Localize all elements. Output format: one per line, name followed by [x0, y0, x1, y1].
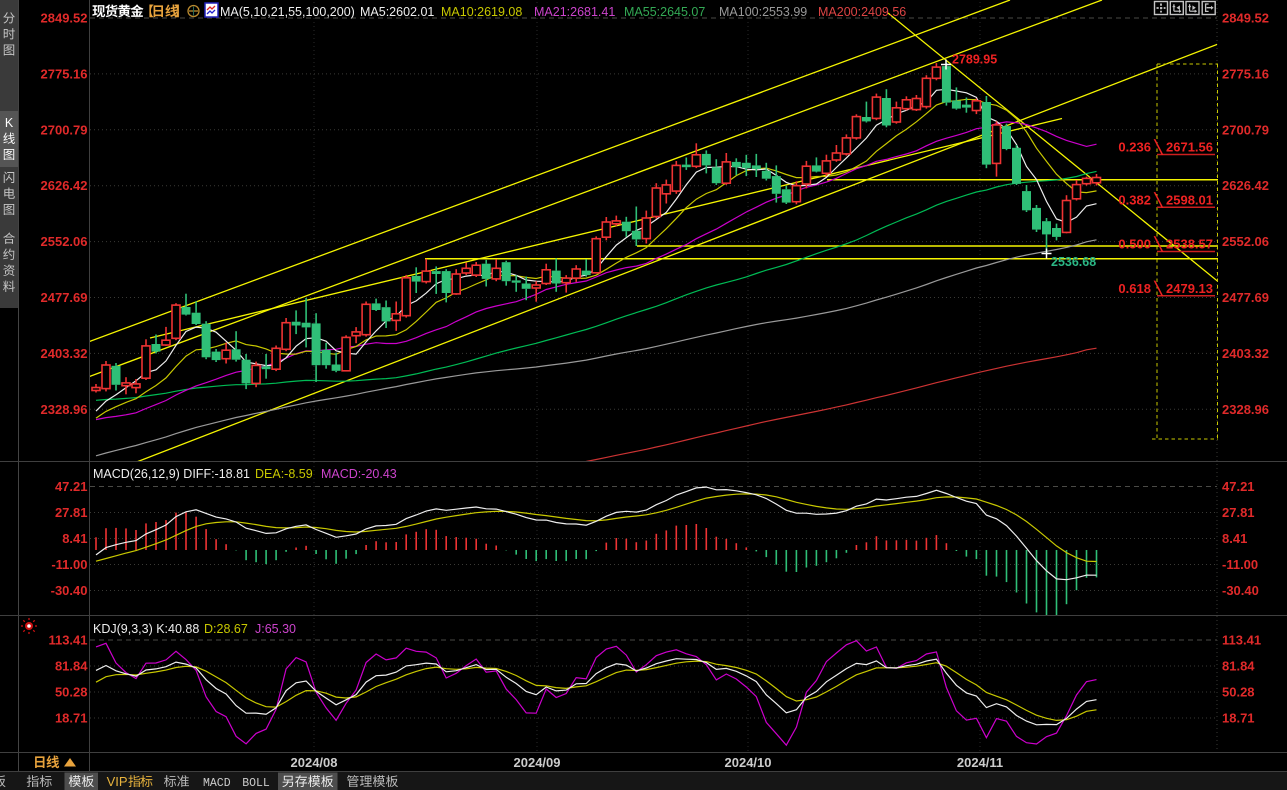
- svg-text:81.84: 81.84: [1222, 659, 1255, 674]
- svg-text:2024/10: 2024/10: [725, 755, 772, 770]
- svg-text:2024/08: 2024/08: [291, 755, 338, 770]
- svg-text:2849.52: 2849.52: [41, 11, 88, 26]
- svg-text:2024/09: 2024/09: [514, 755, 561, 770]
- svg-text:MA200:2409.56: MA200:2409.56: [818, 5, 906, 19]
- svg-text:47.21: 47.21: [55, 479, 88, 494]
- svg-text:81.84: 81.84: [55, 659, 88, 674]
- svg-text:2849.52: 2849.52: [1222, 11, 1269, 26]
- svg-text:BOLL: BOLL: [242, 777, 270, 790]
- svg-text:50.28: 50.28: [55, 685, 88, 700]
- svg-text:MA(5,10,21,55,100,200): MA(5,10,21,55,100,200): [220, 5, 355, 19]
- svg-text:2328.96: 2328.96: [41, 402, 88, 417]
- svg-text:2477.69: 2477.69: [1222, 290, 1269, 305]
- svg-text:113.41: 113.41: [48, 633, 87, 648]
- svg-text:-30.40: -30.40: [51, 583, 88, 598]
- svg-text:8.41: 8.41: [1222, 531, 1247, 546]
- svg-text:113.41: 113.41: [1222, 633, 1261, 648]
- svg-text:50.28: 50.28: [1222, 685, 1255, 700]
- svg-text:8.41: 8.41: [62, 531, 87, 546]
- svg-text:-11.00: -11.00: [1222, 557, 1258, 572]
- svg-text:18.71: 18.71: [1222, 711, 1255, 726]
- svg-text:KDJ(9,3,3) K:40.88: KDJ(9,3,3) K:40.88: [93, 622, 199, 636]
- svg-text:2328.96: 2328.96: [1222, 402, 1269, 417]
- svg-text:DEA:-8.59: DEA:-8.59: [255, 467, 313, 481]
- svg-text:0.500 ╲ 2538.57: 0.500 ╲ 2538.57: [1118, 236, 1213, 253]
- svg-text:2024/11: 2024/11: [957, 755, 1003, 770]
- svg-text:-30.40: -30.40: [1222, 583, 1259, 598]
- svg-text:MACD(26,12,9) DIFF:-18.81: MACD(26,12,9) DIFF:-18.81: [93, 467, 250, 481]
- svg-text:-11.00: -11.00: [51, 557, 87, 572]
- svg-text:MACD:-20.43: MACD:-20.43: [321, 467, 397, 481]
- svg-text:2477.69: 2477.69: [41, 290, 88, 305]
- svg-text:VIP: VIP: [107, 774, 128, 789]
- svg-text:2552.06: 2552.06: [41, 234, 88, 249]
- svg-text:2775.16: 2775.16: [41, 66, 88, 81]
- svg-text:2789.95: 2789.95: [952, 53, 997, 67]
- svg-text:MA5:2602.01: MA5:2602.01: [360, 5, 434, 19]
- svg-text:MA100:2553.99: MA100:2553.99: [719, 5, 807, 19]
- svg-text:0.236 ╲ 2671.56: 0.236 ╲ 2671.56: [1118, 139, 1213, 156]
- svg-text:2700.79: 2700.79: [41, 122, 88, 137]
- svg-text:D:28.67: D:28.67: [204, 622, 248, 636]
- svg-text:2552.06: 2552.06: [1222, 234, 1269, 249]
- svg-text:2700.79: 2700.79: [1222, 122, 1269, 137]
- svg-text:27.81: 27.81: [1222, 505, 1255, 520]
- svg-text:18.71: 18.71: [55, 711, 88, 726]
- svg-text:27.81: 27.81: [55, 505, 88, 520]
- svg-text:47.21: 47.21: [1222, 479, 1255, 494]
- svg-text:J:65.30: J:65.30: [255, 622, 296, 636]
- svg-text:2403.32: 2403.32: [1222, 346, 1269, 361]
- svg-text:MACD: MACD: [203, 777, 231, 790]
- svg-text:MA10:2619.08: MA10:2619.08: [441, 5, 522, 19]
- svg-text:2626.42: 2626.42: [1222, 178, 1269, 193]
- svg-text:MA55:2645.07: MA55:2645.07: [624, 5, 705, 19]
- svg-text:2403.32: 2403.32: [41, 346, 88, 361]
- svg-text:2536.68: 2536.68: [1051, 255, 1096, 269]
- svg-text:MA21:2681.41: MA21:2681.41: [534, 5, 615, 19]
- svg-text:0.382 ╲ 2598.01: 0.382 ╲ 2598.01: [1118, 191, 1213, 208]
- svg-text:K: K: [5, 116, 14, 130]
- svg-text:0.618 ╲ 2479.13: 0.618 ╲ 2479.13: [1118, 280, 1213, 297]
- svg-text:2775.16: 2775.16: [1222, 66, 1269, 81]
- svg-text:2626.42: 2626.42: [41, 178, 88, 193]
